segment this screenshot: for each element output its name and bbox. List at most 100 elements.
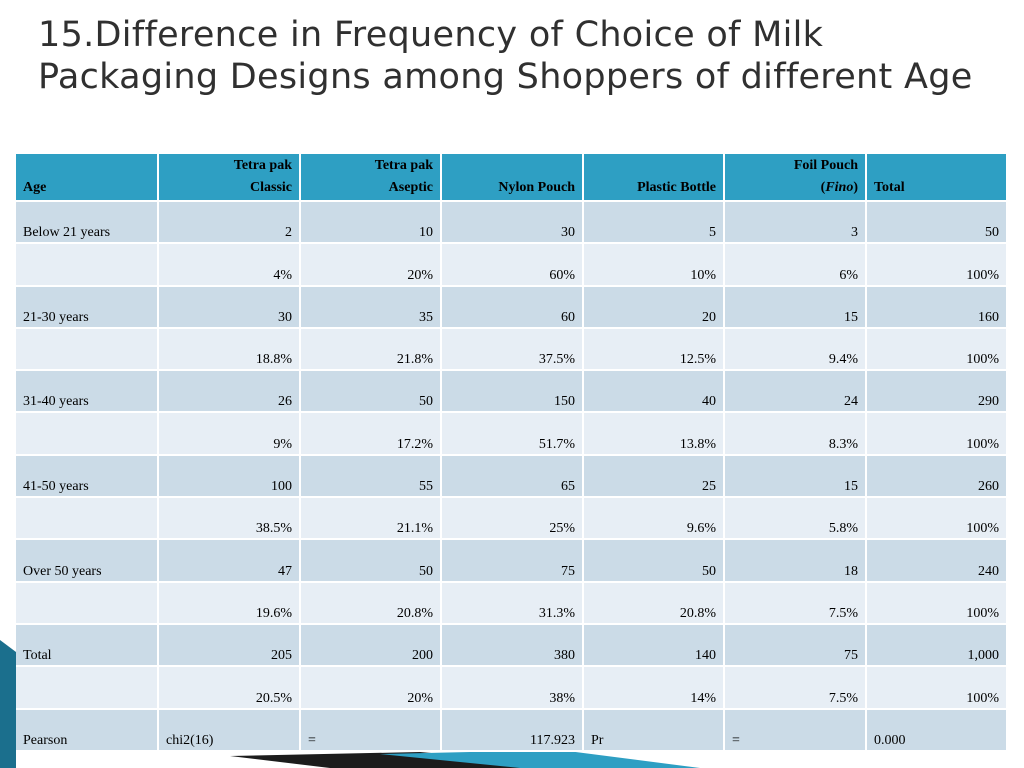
table-cell: 21.1% <box>300 497 442 541</box>
table-cell: 38% <box>441 666 584 710</box>
pearson-chi-value: 117.923 <box>441 708 584 753</box>
table-row: Over 50 years 47 50 75 50 18 240 <box>16 539 1008 583</box>
row-label: Total <box>16 623 159 668</box>
table-cell: 10% <box>583 243 725 287</box>
table-cell: 3 <box>724 201 867 245</box>
table-cell: 20% <box>300 666 442 710</box>
header-tetra-aseptic-line1: Tetra pak <box>374 158 433 173</box>
table-cell: 18.8% <box>158 327 301 372</box>
table-row: 41-50 years 100 55 65 25 15 260 <box>16 454 1008 499</box>
table-cell: 20 <box>583 285 725 329</box>
table-cell: 50 <box>300 370 442 414</box>
table-cell: 290 <box>866 370 1008 414</box>
table-cell: 60% <box>441 243 584 287</box>
header-foil-open: ( <box>820 180 826 195</box>
table-cell: 5 <box>583 201 725 245</box>
slide-title: 15.Difference in Frequency of Choice of … <box>38 15 973 97</box>
table-row: 20.5% 20% 38% 14% 7.5% 100% <box>16 666 1008 710</box>
table-cell: 38.5% <box>158 497 301 541</box>
left-accent-shape <box>0 640 16 768</box>
header-foil-pouch: Foil Pouch (Fino) <box>724 154 867 202</box>
table-cell: 9% <box>158 412 301 456</box>
header-nylon-pouch: Nylon Pouch <box>441 154 584 202</box>
table-row: 31-40 years 26 50 150 40 24 290 <box>16 370 1008 414</box>
table-cell: 19.6% <box>158 581 301 625</box>
table-cell: 6% <box>724 243 867 287</box>
table-cell: 2 <box>158 201 301 245</box>
table-cell: 140 <box>583 623 725 668</box>
table-cell: 100% <box>866 497 1008 541</box>
header-age: Age <box>16 154 159 202</box>
header-tetra-aseptic: Tetra pak Aseptic <box>300 154 442 202</box>
table-cell: 60 <box>441 285 584 329</box>
table-cell: 20% <box>300 243 442 287</box>
table-row: 9% 17.2% 51.7% 13.8% 8.3% 100% <box>16 412 1008 456</box>
table-cell: 100% <box>866 666 1008 710</box>
table-cell: 100% <box>866 243 1008 287</box>
pearson-stat: chi2(16) <box>158 708 301 753</box>
row-label: Below 21 years <box>16 201 159 245</box>
table-cell: 47 <box>158 539 301 583</box>
table-cell: 25% <box>441 497 584 541</box>
row-label <box>16 497 159 541</box>
table-row: 19.6% 20.8% 31.3% 20.8% 7.5% 100% <box>16 581 1008 625</box>
row-label: Over 50 years <box>16 539 159 583</box>
table-cell: 25 <box>583 454 725 499</box>
table-cell: 75 <box>441 539 584 583</box>
header-row: Age Tetra pak Classic Tetra pak Aseptic … <box>16 154 1008 202</box>
table-cell: 12.5% <box>583 327 725 372</box>
table-cell: 75 <box>724 623 867 668</box>
frequency-table: Age Tetra pak Classic Tetra pak Aseptic … <box>16 154 1008 753</box>
header-tetra-classic-line1: Tetra pak <box>233 158 292 173</box>
table-cell: 50 <box>300 539 442 583</box>
table-cell: 65 <box>441 454 584 499</box>
table-cell: 37.5% <box>441 327 584 372</box>
table-cell: 14% <box>583 666 725 710</box>
table-body: Below 21 years 2 10 30 5 3 50 4% 20% 60% 10% 6% 100%… <box>16 201 1008 753</box>
table-cell: 9.6% <box>583 497 725 541</box>
table-cell: 200 <box>300 623 442 668</box>
table-cell: 20.8% <box>583 581 725 625</box>
table-cell: 50 <box>866 201 1008 245</box>
table-cell: 55 <box>300 454 442 499</box>
table-cell: 7.5% <box>724 666 867 710</box>
table-cell: 35 <box>300 285 442 329</box>
table-cell: 100% <box>866 327 1008 372</box>
table-cell: 8.3% <box>724 412 867 456</box>
table-cell: 5.8% <box>724 497 867 541</box>
pearson-eq1: = <box>300 708 442 753</box>
table-cell: 100% <box>866 412 1008 456</box>
table-cell: 40 <box>583 370 725 414</box>
table-row: 21-30 years 30 35 60 20 15 160 <box>16 285 1008 329</box>
table-cell: 160 <box>866 285 1008 329</box>
table-cell: 26 <box>158 370 301 414</box>
table-cell: 4% <box>158 243 301 287</box>
table-cell: 30 <box>441 201 584 245</box>
header-tetra-classic-line2: Classic <box>250 180 292 195</box>
table-row: 4% 20% 60% 10% 6% 100% <box>16 243 1008 287</box>
header-foil-pouch-line1: Foil Pouch <box>793 158 858 173</box>
table-cell: 100% <box>866 581 1008 625</box>
pearson-label: Pearson <box>16 708 159 753</box>
table-cell: 15 <box>724 454 867 499</box>
header-age-label: Age <box>23 180 47 195</box>
row-label: 21-30 years <box>16 285 159 329</box>
row-label <box>16 666 159 710</box>
table-row: 18.8% 21.8% 37.5% 12.5% 9.4% 100% <box>16 327 1008 372</box>
table-cell: 21.8% <box>300 327 442 372</box>
table-cell: 10 <box>300 201 442 245</box>
table-row: Below 21 years 2 10 30 5 3 50 <box>16 201 1008 245</box>
table-row: Total 205 200 380 140 75 1,000 <box>16 623 1008 668</box>
header-foil-brand: Fino <box>825 180 854 195</box>
table-cell: 9.4% <box>724 327 867 372</box>
header-total-label: Total <box>874 180 905 195</box>
table-cell: 51.7% <box>441 412 584 456</box>
table-cell: 15 <box>724 285 867 329</box>
row-label: 31-40 years <box>16 370 159 414</box>
row-label <box>16 243 159 287</box>
header-nylon-pouch-label: Nylon Pouch <box>498 180 575 195</box>
header-foil-close: ) <box>853 180 858 195</box>
header-total: Total <box>866 154 1008 202</box>
table-cell: 20.5% <box>158 666 301 710</box>
pearson-p-value: 0.000 <box>866 708 1008 753</box>
